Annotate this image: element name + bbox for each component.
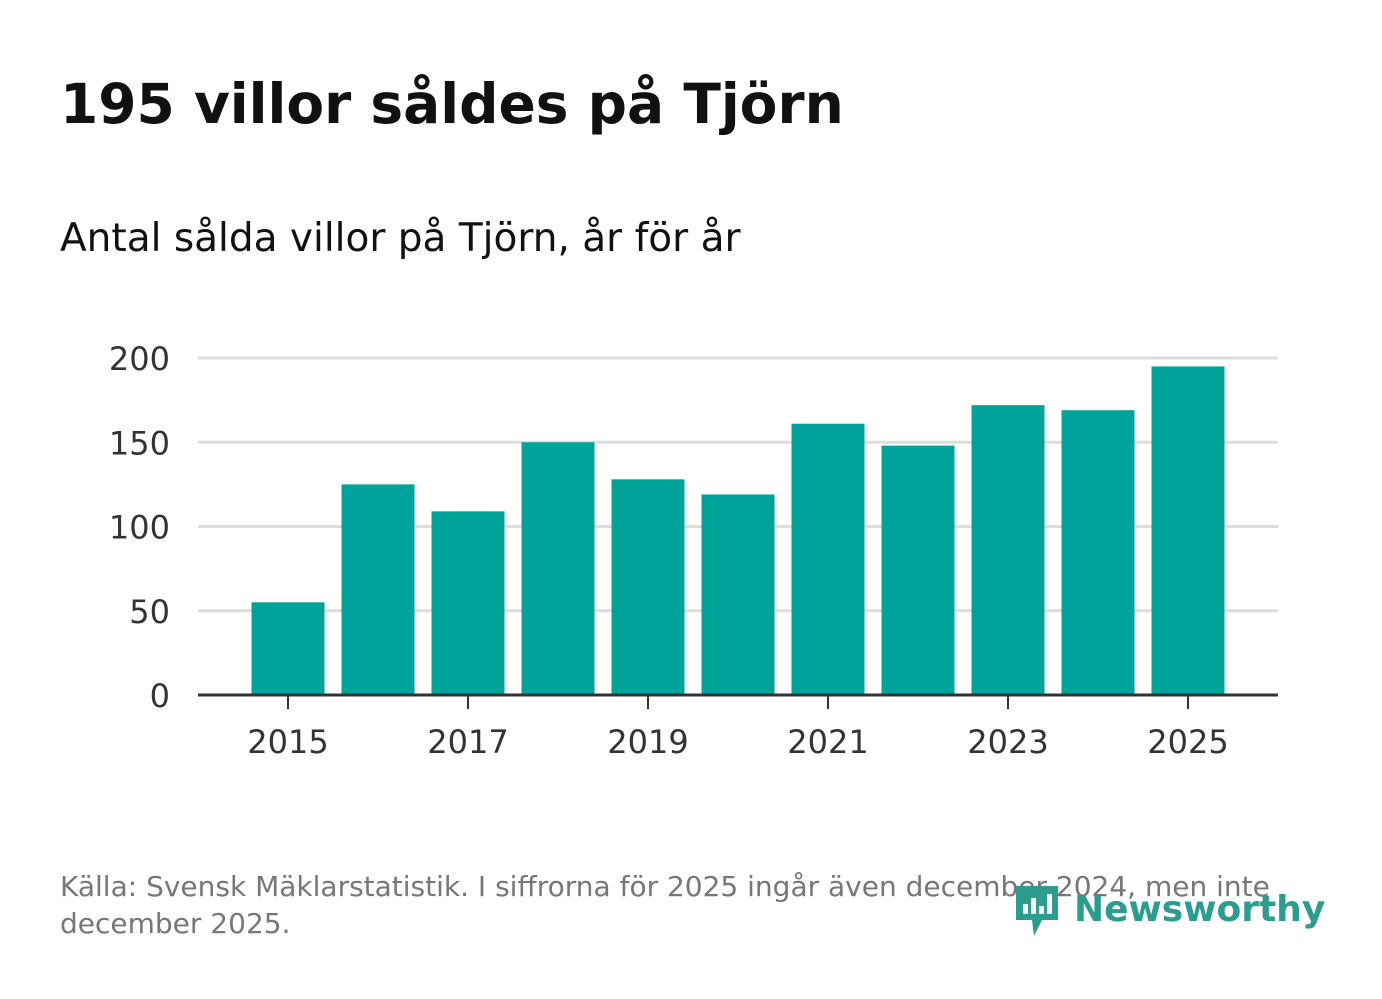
x-tick-label-2025: 2025 [1147, 723, 1228, 761]
y-tick-label-0: 0 [150, 677, 170, 715]
bar-2018 [521, 442, 595, 695]
newsworthy-logo-icon [1016, 886, 1058, 936]
newsworthy-logo: Newsworthy [1012, 880, 1325, 938]
bar-2022 [881, 445, 955, 695]
logo-text: Newsworthy [1074, 888, 1326, 930]
x-tick-label-2015: 2015 [247, 723, 328, 761]
bar-2020 [701, 494, 775, 695]
bars [251, 366, 1225, 695]
chart-title: 195 villor såldes på Tjörn [60, 72, 844, 136]
bar-2016 [341, 484, 415, 695]
bar-2017 [431, 511, 505, 695]
x-tick-label-2021: 2021 [787, 723, 868, 761]
chart-subtitle: Antal sålda villor på Tjörn, år för år [60, 216, 741, 261]
axes: 0 50 100 150 200 2015 2017 2019 2021 2023 2025 [109, 340, 1278, 761]
bar-2015 [251, 602, 325, 695]
bar-2019 [611, 479, 685, 695]
y-tick-label-100: 100 [109, 509, 170, 547]
bar-2024 [1061, 410, 1135, 695]
bar-2025 [1151, 366, 1225, 695]
bar-2023 [971, 405, 1045, 695]
x-tick-label-2017: 2017 [427, 723, 508, 761]
x-tick-label-2023: 2023 [967, 723, 1048, 761]
y-tick-label-50: 50 [129, 593, 170, 631]
source-note: Källa: Svensk Mäklarstatistik. I siffror… [60, 870, 1270, 940]
y-tick-label-200: 200 [109, 340, 170, 378]
x-tick-label-2019: 2019 [607, 723, 688, 761]
y-tick-label-150: 150 [109, 424, 170, 462]
bar-2021 [791, 423, 865, 695]
